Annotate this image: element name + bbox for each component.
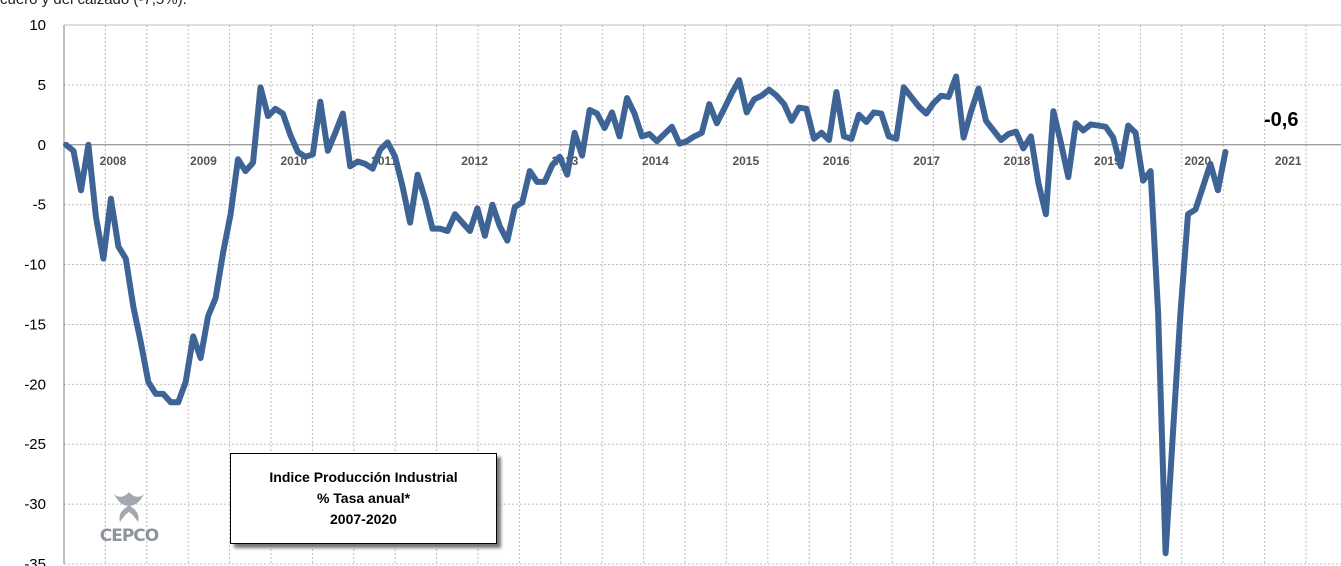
y-tick-label: 0: [38, 137, 46, 154]
title-line-1: Indice Producción Industrial: [269, 469, 458, 485]
x-tick-label: 2008: [100, 154, 127, 168]
y-tick-label: -15: [24, 316, 46, 333]
title-line-3: 2007-2020: [330, 511, 397, 527]
x-tick-label: 2018: [1004, 154, 1031, 168]
y-tick-label: -35: [24, 556, 46, 566]
x-tick-label: 2014: [642, 154, 669, 168]
y-tick-label: -25: [24, 436, 46, 453]
cepco-logo: CEPCO: [84, 488, 174, 550]
x-tick-label: 2019: [1094, 154, 1121, 168]
chart-axes: [63, 24, 1341, 564]
x-tick-label: 2012: [461, 154, 488, 168]
logo-text: CEPCO: [99, 526, 159, 546]
last-value-label: -0,6: [1264, 109, 1298, 131]
x-tick-label: 2020: [1184, 154, 1211, 168]
y-tick-label: -20: [24, 376, 46, 393]
y-tick-label: -10: [24, 257, 46, 274]
intro-text: cuero y del calzado (-7,5%).: [0, 0, 187, 8]
y-tick-label: -30: [24, 496, 46, 513]
cepco-logo-icon: [114, 492, 144, 522]
x-tick-label: 2015: [732, 154, 759, 168]
y-tick-label: -5: [33, 197, 46, 214]
x-tick-label: 2009: [190, 154, 217, 168]
x-tick-label: 2017: [913, 154, 940, 168]
x-tick-label: 2016: [823, 154, 850, 168]
y-tick-label: 10: [29, 17, 46, 34]
x-tick-label: 2021: [1275, 154, 1302, 168]
title-line-2: % Tasa anual*: [316, 490, 411, 506]
y-axis-labels: 10 5 0 -5 -10 -15 -20 -25 -30 -35: [24, 17, 46, 566]
y-tick-label: 5: [38, 77, 46, 94]
chart-title-box: Indice Producción Industrial % Tasa anua…: [230, 453, 497, 544]
series-line: [63, 73, 1229, 557]
